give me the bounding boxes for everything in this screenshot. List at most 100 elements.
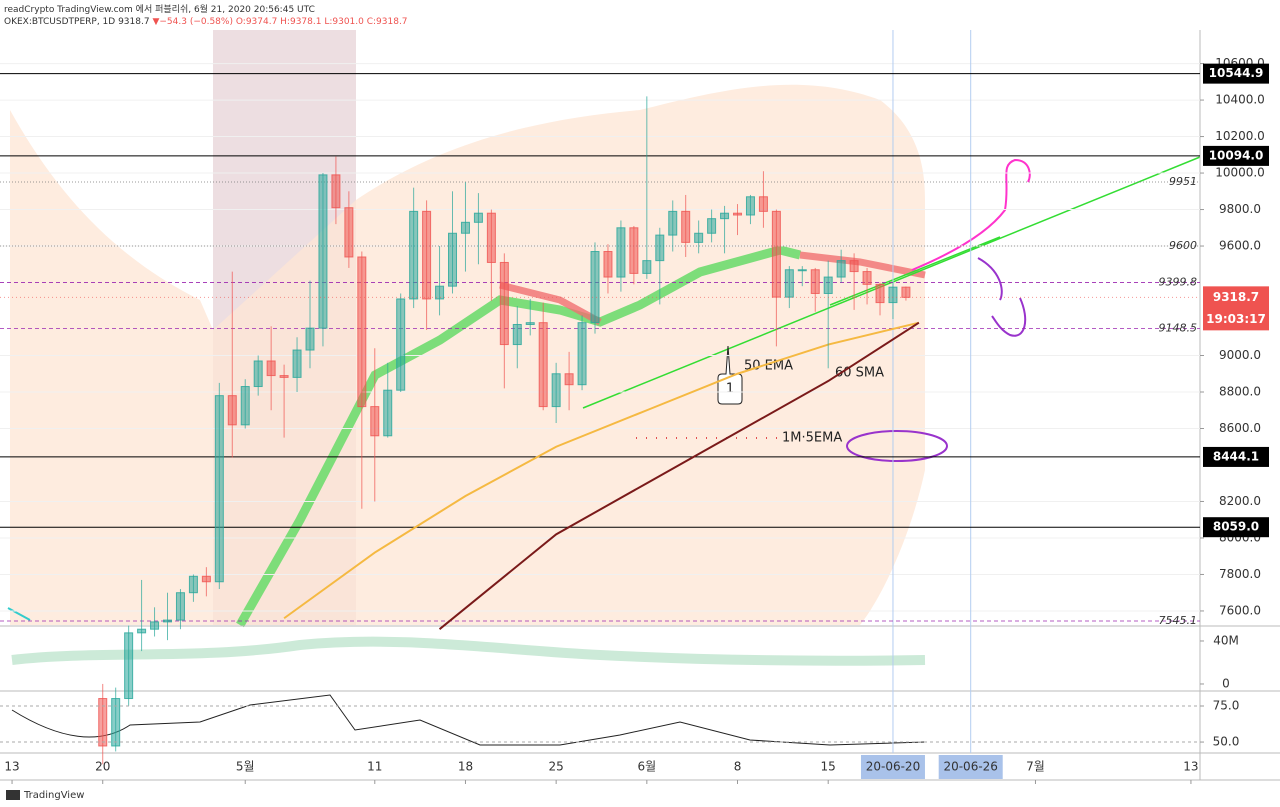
candle-body <box>124 632 134 700</box>
candle-body <box>98 698 108 747</box>
y-tick-label: 8800.0 <box>1219 384 1261 398</box>
x-tick-label: 15 <box>821 760 836 774</box>
candle-body <box>227 395 237 426</box>
footer: TradingView <box>23 790 84 801</box>
level-label: 10544.9 <box>1209 66 1264 80</box>
candle-body <box>538 322 548 408</box>
change: −54.3 (−0.58%) <box>159 17 233 27</box>
candle-body <box>849 260 859 273</box>
candle-body <box>383 389 393 437</box>
candle-body <box>357 256 367 408</box>
date-label: 20-06-26 <box>943 760 997 774</box>
candle-body <box>409 210 419 300</box>
candle-body <box>823 276 833 294</box>
header-symbol: OKEX:BTCUSDTPERP, 1D 9318.7 ▼−54.3 (−0.5… <box>4 17 408 27</box>
y-tick-label: 7800.0 <box>1219 567 1261 581</box>
level-label: 9951 <box>1169 175 1197 188</box>
level-label-box <box>1203 446 1269 467</box>
candle-body <box>473 212 483 223</box>
candle-body <box>448 232 458 287</box>
x-tick-label: 20 <box>95 760 110 774</box>
annotation: 1M·5EMA <box>782 431 842 446</box>
candle-body <box>694 232 704 243</box>
y-tick-label: 0 <box>1222 676 1230 690</box>
candle-body <box>318 174 328 329</box>
candle-body <box>279 375 289 378</box>
candle-body <box>668 210 678 236</box>
candle-body <box>862 271 872 285</box>
candle-body <box>733 212 743 216</box>
y-tick-label: 9000.0 <box>1219 348 1261 362</box>
level-label: 9600 <box>1169 239 1197 252</box>
candle-body <box>305 327 315 351</box>
candle-body <box>240 386 250 426</box>
candle-body <box>875 283 885 304</box>
drawing <box>911 158 1031 271</box>
last-price-label: 9318.7 <box>1213 290 1259 304</box>
ohlc: O:9374.7 H:9378.1 L:9301.0 C:9318.7 <box>236 17 408 27</box>
callout <box>717 345 743 405</box>
level-label: 9399.8 <box>1159 276 1198 289</box>
x-tick-label: 5월 <box>236 760 255 774</box>
candle-body <box>771 210 781 298</box>
candle-body <box>396 298 406 391</box>
candle-body <box>460 221 470 234</box>
level-label-box <box>1203 517 1269 538</box>
annotation: 50 EMA <box>744 359 793 374</box>
ma-line <box>438 321 920 630</box>
y-tick-label: 7600.0 <box>1219 603 1261 617</box>
ribbon-red <box>799 251 926 279</box>
candle-body <box>370 406 380 437</box>
drawing <box>846 430 948 462</box>
candle-body <box>616 227 626 278</box>
level-label: 9148.5 <box>1159 321 1198 334</box>
y-tick-label: 75.0 <box>1213 698 1240 712</box>
candle-body <box>253 360 263 388</box>
candle-body <box>745 196 755 216</box>
candle-body <box>175 592 185 621</box>
rsi-line <box>11 694 926 746</box>
candle-body <box>214 395 224 583</box>
arrow: ▼ <box>152 17 159 27</box>
y-tick-label: 10400.0 <box>1215 93 1265 107</box>
candle-body <box>201 575 211 583</box>
candle-body <box>188 575 198 594</box>
level-label: 8059.0 <box>1213 520 1259 534</box>
trendline <box>829 236 1001 306</box>
candle-body <box>642 260 652 274</box>
x-tick-label: 13 <box>1183 760 1198 774</box>
y-tick-label: 9600.0 <box>1219 239 1261 253</box>
y-tick-label: 8200.0 <box>1219 494 1261 508</box>
candle-body <box>758 196 768 212</box>
x-tick-label: 7월 <box>1026 760 1045 774</box>
candle-body <box>344 207 354 258</box>
indicator-line <box>7 607 31 621</box>
symbol: OKEX:BTCUSDTPERP, 1D <box>4 17 115 27</box>
candle-body <box>486 212 496 263</box>
candle-body <box>720 212 730 220</box>
x-tick-label: 13 <box>4 760 19 774</box>
last-price-box <box>1203 286 1269 331</box>
candle-body <box>435 285 445 300</box>
last: 9318.7 <box>118 17 150 27</box>
x-tick-label: 8 <box>734 760 742 774</box>
candle-body <box>888 286 898 304</box>
date-label: 20-06-20 <box>866 760 920 774</box>
level-label-box <box>1203 145 1269 166</box>
candle-body <box>525 322 535 325</box>
candle-body <box>292 349 302 378</box>
candle-body <box>150 621 160 630</box>
candle-body <box>797 269 807 272</box>
annotation: 1 <box>726 382 734 397</box>
candle-body <box>629 227 639 274</box>
candle-body <box>901 286 911 298</box>
x-tick-label: 6월 <box>637 760 656 774</box>
candle-body <box>512 323 522 346</box>
y-tick-label: 9800.0 <box>1219 202 1261 216</box>
candle-body <box>707 218 717 234</box>
date-box <box>860 755 925 779</box>
candle-body <box>331 174 341 209</box>
candle-body <box>590 251 600 324</box>
candle-body <box>551 373 561 408</box>
